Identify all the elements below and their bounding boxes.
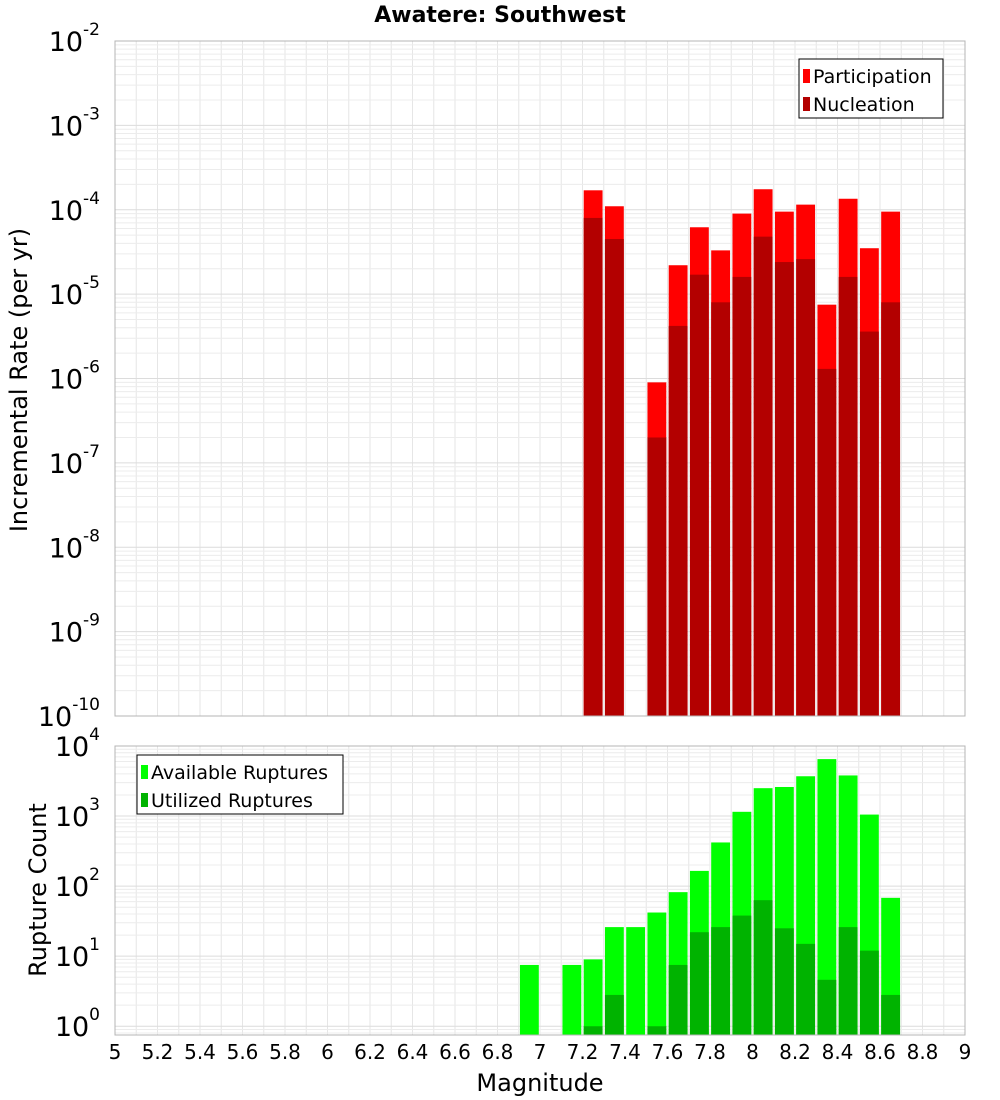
available-ruptures-bar — [519, 964, 539, 1035]
top-bars — [583, 189, 901, 717]
utilized-ruptures-bar — [838, 927, 858, 1035]
utilized-ruptures-bar — [753, 900, 773, 1035]
x-tick-label: 6.6 — [439, 1040, 471, 1064]
available-ruptures-bar — [647, 912, 667, 1035]
available-ruptures-bar — [562, 964, 582, 1035]
y-tick-label: 10-4 — [49, 189, 100, 227]
utilized-ruptures-bar — [732, 915, 752, 1035]
nucleation-bar — [689, 274, 709, 716]
legend-item-nucleation[interactable]: Nucleation — [813, 94, 915, 116]
top-plot-frame — [114, 40, 966, 717]
x-tick-label: 8.4 — [822, 1040, 854, 1064]
bottom-y-axis-label: Rupture Count — [24, 803, 52, 977]
x-tick-label: 6.2 — [354, 1040, 386, 1064]
utilized-ruptures-bar — [859, 950, 879, 1035]
x-tick-label: 8 — [746, 1040, 759, 1064]
x-tick-label: 6.4 — [397, 1040, 429, 1064]
x-axis-label: Magnitude — [476, 1069, 603, 1097]
legend-box — [136, 754, 344, 815]
legend-item-participation[interactable]: Participation — [813, 66, 932, 88]
bottom-legend[interactable]: Available Ruptures Utilized Ruptures — [136, 754, 344, 815]
x-tick-label: 7.4 — [609, 1040, 641, 1064]
y-tick-label: 10-5 — [49, 273, 100, 311]
y-tick-label: 10-8 — [49, 526, 100, 564]
bottom-y-ticks: 100 101 102 103 104 — [55, 725, 100, 1043]
available-ruptures-bar — [817, 759, 837, 1035]
x-tick-label: 6 — [321, 1040, 334, 1064]
x-tick-label: 7 — [534, 1040, 547, 1064]
utilized-ruptures-bar — [881, 994, 901, 1035]
x-tick-label: 8.6 — [864, 1040, 896, 1064]
nucleation-bar — [732, 276, 752, 716]
nucleation-bar — [774, 262, 794, 716]
top-panel: 10-10 10-9 10-8 10-7 10-6 10-5 10-4 10-3 10-2 In… — [5, 20, 966, 733]
available-ruptures-bar — [583, 959, 603, 1035]
nucleation-bar — [583, 217, 603, 716]
y-tick-label: 10-10 — [38, 695, 100, 733]
y-tick-label: 102 — [55, 865, 100, 903]
utilized-ruptures-bar — [668, 964, 688, 1035]
nucleation-bar — [859, 331, 879, 716]
bottom-bars — [519, 759, 901, 1035]
top-y-axis-label: Incremental Rate (per yr) — [5, 228, 33, 532]
y-tick-label: 10-6 — [49, 358, 100, 396]
utilized-ruptures-bar — [604, 994, 624, 1035]
x-tick-label: 8.8 — [907, 1040, 939, 1064]
y-tick-label: 10-3 — [49, 104, 100, 142]
x-tick-label: 5.8 — [269, 1040, 301, 1064]
x-tick-label: 7.2 — [567, 1040, 599, 1064]
utilized-ruptures-bar — [711, 927, 731, 1035]
legend-swatch — [141, 793, 148, 807]
x-tick-label: 5.4 — [184, 1040, 216, 1064]
x-tick-label: 6.8 — [482, 1040, 514, 1064]
x-tick-label: 9 — [959, 1040, 972, 1064]
utilized-ruptures-bar — [583, 1026, 603, 1035]
top-grid — [114, 40, 966, 717]
legend-swatch — [141, 765, 148, 779]
nucleation-bar — [881, 302, 901, 716]
x-tick-label: 5.6 — [227, 1040, 259, 1064]
utilized-ruptures-bar — [774, 928, 794, 1035]
x-tick-label: 5.2 — [142, 1040, 174, 1064]
utilized-ruptures-bar — [689, 932, 709, 1035]
nucleation-bar — [817, 368, 837, 716]
nucleation-bar — [796, 259, 816, 716]
nucleation-bar — [604, 239, 624, 716]
legend-box — [798, 58, 944, 119]
legend-swatch — [803, 97, 810, 111]
x-axis-ticks: 5 5.2 5.4 5.6 5.8 6 6.2 6.4 6.6 6.8 7 7.2 7.4 7.6 7.8 8… — [109, 1040, 972, 1064]
nucleation-bar — [668, 325, 688, 716]
y-tick-label: 10-7 — [49, 442, 100, 480]
available-ruptures-bar — [626, 927, 646, 1035]
bottom-panel: 100 101 102 103 104 Rupture Count Available … — [24, 725, 966, 1043]
utilized-ruptures-bar — [817, 979, 837, 1035]
y-tick-label: 100 — [55, 1005, 100, 1043]
x-tick-label: 7.8 — [694, 1040, 726, 1064]
y-tick-label: 104 — [55, 725, 100, 763]
top-y-ticks: 10-10 10-9 10-8 10-7 10-6 10-5 10-4 10-3 10-2 — [38, 20, 100, 733]
x-tick-label: 5 — [109, 1040, 122, 1064]
chart-title: Awatere: Southwest — [374, 3, 626, 28]
legend-swatch — [803, 69, 810, 83]
bottom-plot-frame — [114, 745, 966, 1036]
y-tick-label: 101 — [55, 935, 100, 973]
x-tick-label: 7.6 — [652, 1040, 684, 1064]
legend-item-available-ruptures[interactable]: Available Ruptures — [151, 762, 328, 784]
x-tick-label: 8.2 — [779, 1040, 811, 1064]
nucleation-bar — [711, 302, 731, 716]
y-tick-label: 10-9 — [49, 611, 100, 649]
nucleation-bar — [753, 236, 773, 716]
nucleation-bar — [838, 276, 858, 716]
utilized-ruptures-bar — [796, 943, 816, 1035]
nucleation-bar — [647, 437, 667, 716]
top-legend[interactable]: Participation Nucleation — [798, 58, 944, 119]
utilized-ruptures-bar — [647, 1026, 667, 1035]
y-tick-label: 10-2 — [49, 20, 100, 58]
legend-item-utilized-ruptures[interactable]: Utilized Ruptures — [151, 790, 313, 812]
y-tick-label: 103 — [55, 795, 100, 833]
